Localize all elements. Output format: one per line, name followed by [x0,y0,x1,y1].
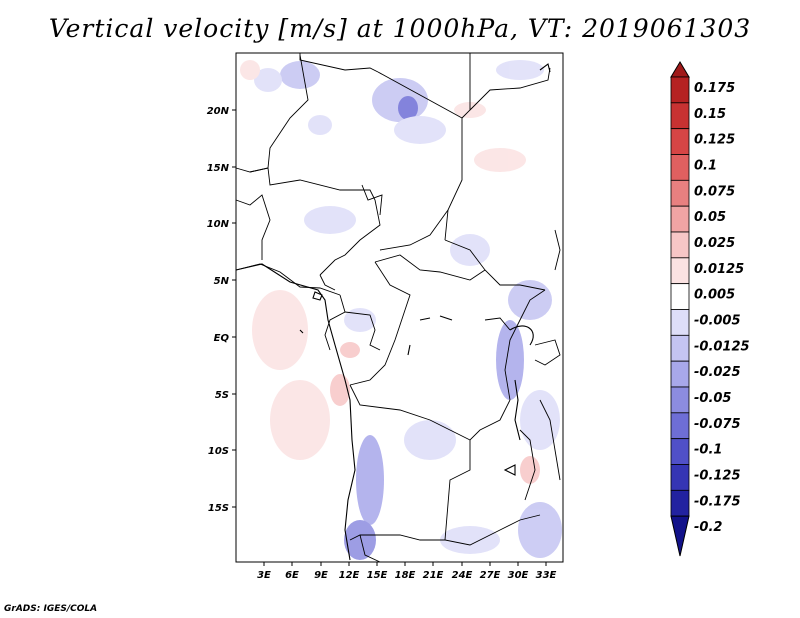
lon-label: 21E [423,570,444,581]
colorbar-top-cap [670,61,690,78]
colorbar-label: 0.175 [694,81,735,96]
lon-label: 3E [257,570,271,581]
colorbar-segment [670,438,690,465]
colorbar-label: 0.15 [694,107,726,122]
longitude-axis [263,562,547,566]
latitude-axis [232,109,236,508]
grads-credit: GrADS: IGES/COLA [4,604,98,614]
lon-label: 27E [480,570,501,581]
map-frame [235,52,564,563]
colorbar-label: -0.175 [694,494,741,509]
colorbar-label: 0.125 [694,133,735,148]
downward-motion-zone [496,320,524,400]
colorbar-label: -0.005 [694,314,741,329]
downward-motion-zone [496,60,544,80]
colorbar-label: -0.025 [694,365,741,380]
upward-motion-zone [340,342,360,358]
colorbar-segment [670,360,690,388]
lat-label: 20N [207,106,230,117]
lon-label: 30E [508,570,529,581]
colorbar-label: -0.075 [694,417,741,432]
colorbar-label: -0.0125 [694,339,750,354]
colorbar-segment [670,205,690,233]
colorbar-label: 0.0125 [694,262,744,277]
lat-label: 5S [215,390,229,401]
colorbar-labels: 0.175 0.15 0.125 0.1 0.075 0.05 0.025 0.… [694,81,750,535]
colorbar-segment [670,464,690,491]
country-borders [235,53,561,563]
map-panel [235,52,564,563]
upward-motion-zone [520,456,540,484]
colorbar-segment [670,231,690,259]
upward-motion-zone [474,148,526,172]
colorbar-segment [670,489,690,517]
colorbar-label: 0.075 [694,184,735,199]
colorbar-label: 0.005 [694,288,735,303]
lat-label: 15S [208,503,229,514]
colorbar-segment [670,257,690,285]
lon-label: 9E [314,570,328,581]
downward-motion-zone [344,520,376,560]
chart-title: Vertical velocity [m/s] at 1000hPa, VT: … [48,14,752,43]
lon-label: 12E [339,570,360,581]
downward-motion-core [398,96,418,120]
downward-motion-zone [344,308,376,332]
colorbar-segment [670,179,690,207]
colorbar-segment [670,334,690,362]
coastline-and-lakes [235,63,551,561]
colorbar-label: 0.05 [694,210,726,225]
downward-motion-zone [518,502,562,558]
colorbar-label: -0.2 [694,520,722,535]
colorbar-segment [670,76,690,104]
lon-label: 6E [285,570,299,581]
lon-label: 15E [367,570,388,581]
colorbar-label: 0.1 [694,159,717,174]
downward-motion-zone [280,61,320,89]
colorbar-label: -0.1 [694,443,722,458]
downward-motion-zone [394,116,446,144]
lat-label: 10S [208,446,229,457]
downward-motion-zone [372,78,428,122]
downward-motion-zone [308,115,332,135]
longitude-labels: 3E 6E 9E 12E 15E 18E 21E 24E 27E 30E 33E [257,570,556,581]
colorbar-label: 0.025 [694,236,735,251]
colorbar-segment [670,102,690,130]
downward-motion-zone [304,206,356,234]
lat-label: 10N [207,219,230,230]
upward-motion-zone [240,60,260,80]
upward-motion-zone [252,290,308,370]
lon-label: 33E [536,570,557,581]
lon-label: 18E [395,570,416,581]
velocity-field [240,60,562,560]
downward-motion-zone [520,390,560,450]
colorbar-segment [670,128,690,155]
lon-label: 24E [452,570,473,581]
colorbar-segment [670,283,690,310]
colorbar [670,61,690,557]
colorbar-bottom-cap [670,515,690,557]
upward-motion-zone [270,380,330,460]
latitude-labels: 20N 15N 10N 5N EQ 5S 10S 15S [207,106,230,514]
colorbar-label: -0.125 [694,469,741,484]
colorbar-segment [670,309,690,336]
lat-label: EQ [214,333,230,344]
downward-motion-zone [254,68,282,92]
lat-label: 5N [214,276,230,287]
colorbar-label: -0.05 [694,391,731,406]
colorbar-segment [670,154,690,181]
colorbar-segment [670,412,690,440]
downward-motion-zone [356,435,384,525]
lat-label: 15N [207,163,230,174]
colorbar-segment [670,386,690,414]
downward-motion-zone [440,526,500,554]
downward-motion-zone [404,420,456,460]
